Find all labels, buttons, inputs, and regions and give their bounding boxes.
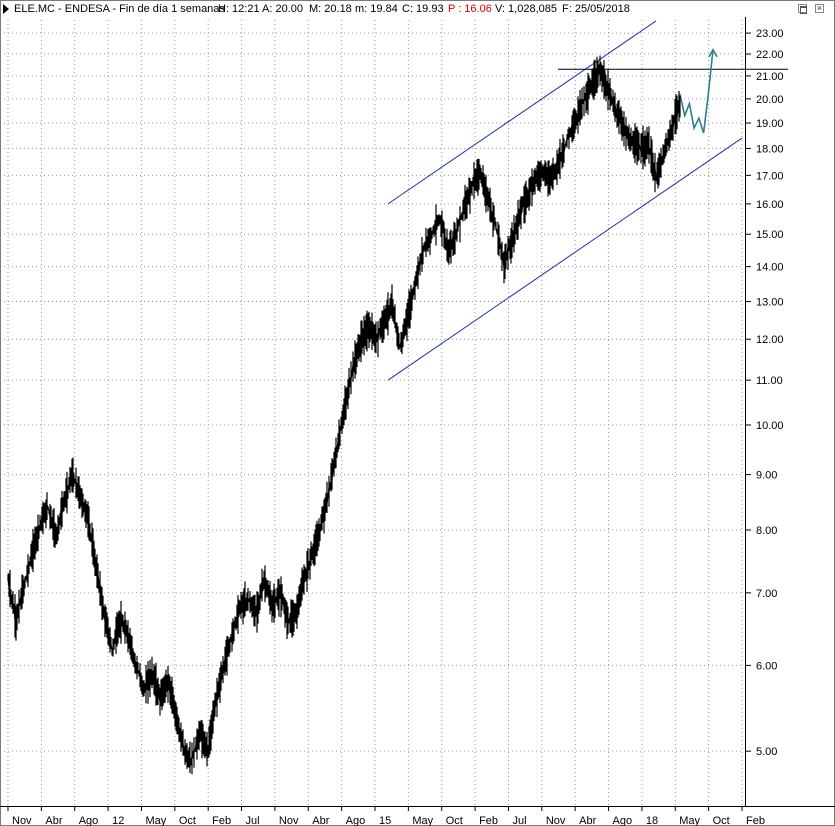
chart-header: ELE.MC - ENDESA - Fin de día 1 semanas H… bbox=[14, 3, 630, 15]
x-tick-label: Nov bbox=[12, 815, 32, 826]
x-tick-label: 12 bbox=[112, 815, 124, 826]
x-tick-label: Abr bbox=[312, 815, 329, 826]
y-tick-label: 23.00 bbox=[756, 28, 784, 40]
header-ticker: ELE.MC - ENDESA - Fin de día 1 semanas bbox=[14, 3, 225, 15]
y-tick-label: 10.00 bbox=[756, 420, 784, 432]
y-tick-label: 8.00 bbox=[756, 525, 777, 537]
maximize-icon[interactable] bbox=[798, 4, 807, 14]
y-tick-label: 12.00 bbox=[756, 334, 784, 346]
y-tick-label: 6.00 bbox=[756, 660, 777, 672]
x-tick-label: Oct bbox=[179, 815, 196, 826]
x-tick-label: Jul bbox=[512, 815, 526, 826]
x-axis-ticks: Nov Abr Ago 12 May Oct Feb Jul Nov Abr Ago 15 May Oct… bbox=[7, 806, 765, 826]
x-tick-label: Ago bbox=[79, 815, 99, 826]
y-tick-label: 15.00 bbox=[756, 229, 784, 241]
price-bars bbox=[7, 55, 681, 775]
y-tick-label: 20.00 bbox=[756, 94, 784, 106]
header-a: A: 20.00 bbox=[262, 3, 303, 15]
channel-upper-line bbox=[387, 20, 657, 205]
y-tick-label: 18.00 bbox=[756, 143, 784, 155]
header-f: F: 25/05/2018 bbox=[562, 3, 630, 15]
y-tick-label: 5.00 bbox=[756, 746, 777, 758]
x-tick-label: Oct bbox=[446, 815, 463, 826]
x-tick-label: May bbox=[412, 815, 433, 826]
y-tick-label: 13.00 bbox=[756, 297, 784, 309]
x-tick-label: Feb bbox=[212, 815, 231, 826]
y-tick-label: 16.00 bbox=[756, 199, 784, 211]
header-c: C: 19.93 bbox=[402, 3, 444, 15]
header-m-min: m: 19.84 bbox=[355, 3, 398, 15]
y-tick-label: 14.00 bbox=[756, 262, 784, 274]
x-tick-label: Feb bbox=[746, 815, 765, 826]
channel-lower-line bbox=[387, 137, 743, 381]
x-tick-label: Feb bbox=[479, 815, 498, 826]
header-marker-icon bbox=[3, 4, 9, 14]
y-axis-ticks: 23.00 22.00 21.00 20.00 19.00 18.00 17.00 16.00… bbox=[745, 28, 784, 758]
header-m-max: M: 20.18 bbox=[309, 3, 352, 15]
x-tick-label: Abr bbox=[45, 815, 62, 826]
header-h: H: 12:21 bbox=[218, 3, 260, 15]
x-tick-label: Oct bbox=[713, 815, 730, 826]
x-tick-label: 15 bbox=[379, 815, 391, 826]
x-tick-label: May bbox=[679, 815, 700, 826]
y-tick-label: 9.00 bbox=[756, 470, 777, 482]
y-tick-label: 22.00 bbox=[756, 49, 784, 61]
close-icon[interactable]: × bbox=[815, 3, 824, 13]
grid-lines bbox=[4, 20, 744, 805]
price-line bbox=[7, 63, 681, 765]
header-p: P : 16.06 bbox=[448, 3, 492, 15]
x-tick-label: May bbox=[145, 815, 166, 826]
header-v: V: 1,028,085 bbox=[495, 3, 557, 15]
x-tick-label: 18 bbox=[646, 815, 658, 826]
y-tick-label: 19.00 bbox=[756, 118, 784, 130]
x-tick-label: Abr bbox=[579, 815, 596, 826]
x-tick-label: Ago bbox=[613, 815, 633, 826]
x-tick-label: Ago bbox=[346, 815, 366, 826]
y-tick-label: 11.00 bbox=[756, 375, 783, 387]
x-tick-label: Jul bbox=[246, 815, 260, 826]
y-tick-label: 7.00 bbox=[756, 588, 777, 600]
x-tick-label: Nov bbox=[546, 815, 566, 826]
y-tick-label: 17.00 bbox=[756, 170, 784, 182]
y-tick-label: 21.00 bbox=[756, 71, 784, 83]
x-tick-label: Nov bbox=[279, 815, 299, 826]
projection-arrowhead bbox=[708, 48, 718, 58]
projection-path bbox=[679, 49, 714, 134]
